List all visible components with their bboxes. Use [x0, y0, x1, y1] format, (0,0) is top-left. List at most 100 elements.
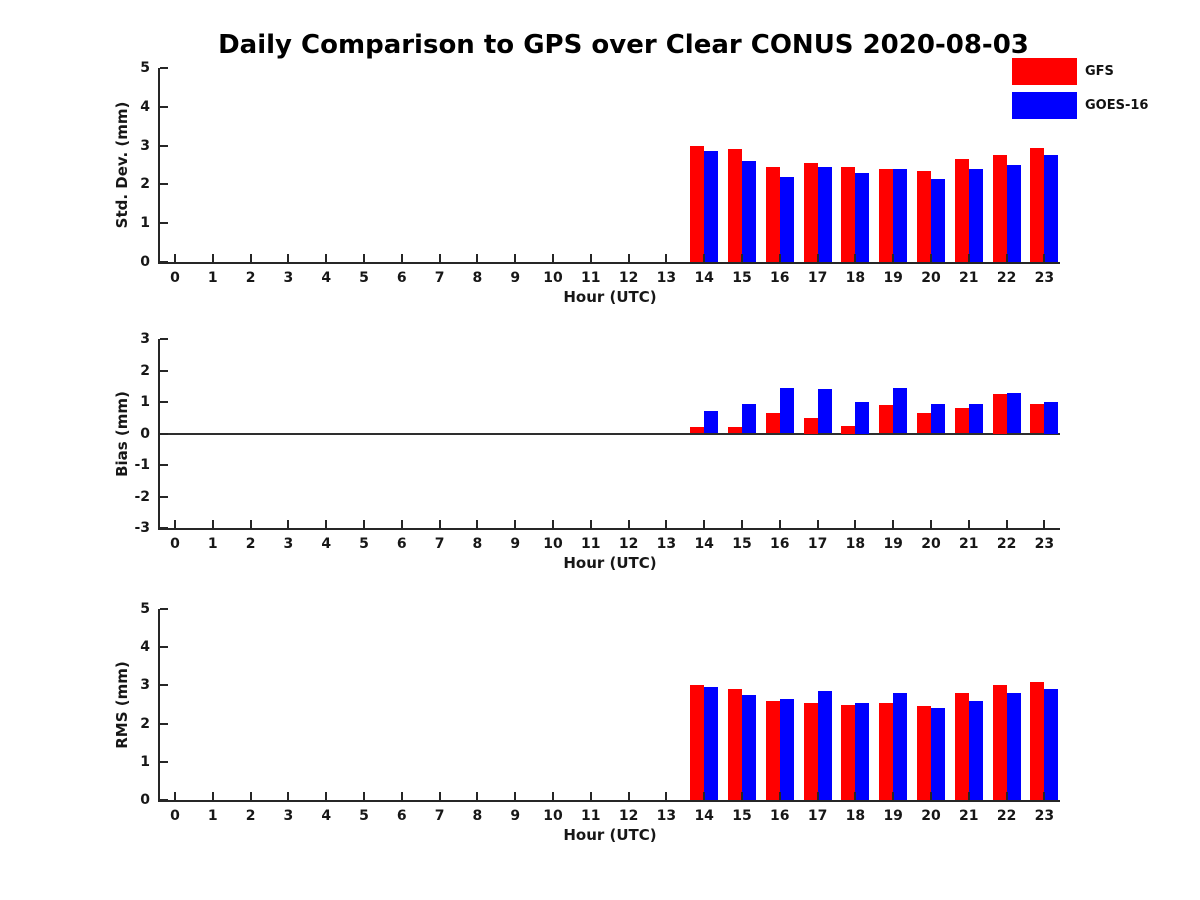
y-axis-label: Bias (mm) [113, 390, 131, 477]
bar-gfs-hour-16 [765, 413, 780, 434]
bar-gfs-hour-18 [841, 425, 856, 434]
x-tick [892, 520, 895, 528]
legend: GFS GOES-16 [1012, 58, 1148, 126]
x-tick [249, 520, 252, 528]
x-tick-label: 22 [996, 536, 1017, 552]
x-tick [627, 520, 630, 528]
bar-goes-16-hour-22 [1006, 693, 1021, 800]
y-tick [160, 261, 168, 263]
x-tick-label: 11 [581, 536, 601, 552]
y-tick-label: 3 [140, 137, 150, 154]
bar-gfs-hour-20 [917, 170, 931, 262]
y-tick [160, 144, 168, 147]
y-tick-label: 3 [140, 331, 150, 347]
y-tick-label: -1 [134, 457, 150, 473]
x-tick-label: 17 [807, 808, 828, 824]
x-tick-label: 13 [656, 808, 677, 824]
bar-gfs-hour-23 [1030, 403, 1045, 434]
x-tick-label: 13 [656, 536, 677, 552]
x-tick [930, 254, 932, 262]
x-tick-label: 4 [321, 536, 332, 552]
x-tick-label: 0 [170, 270, 180, 286]
x-tick [514, 792, 517, 800]
y-axis-spine [158, 339, 160, 530]
legend-swatch-icon [1012, 58, 1077, 85]
y-tick [160, 183, 168, 186]
x-tick [703, 792, 706, 800]
bar-gfs-hour-18 [841, 166, 856, 262]
x-tick-label: 8 [472, 808, 483, 824]
x-tick [400, 792, 403, 800]
bar-gfs-hour-23 [1030, 681, 1045, 800]
y-tick-label: 5 [140, 601, 150, 617]
bar-goes-16-hour-21 [968, 168, 983, 262]
x-tick [287, 254, 290, 262]
x-tick-label: 13 [656, 270, 677, 286]
x-tick [514, 520, 517, 528]
y-axis-spine [158, 609, 160, 802]
x-tick [249, 254, 252, 262]
y-tick [160, 432, 168, 435]
x-tick-label: 16 [770, 536, 790, 552]
bar-goes-16-hour-17 [817, 389, 832, 434]
x-tick-label: 6 [396, 808, 407, 824]
x-tick-label: 7 [434, 270, 445, 286]
bar-goes-16-hour-23 [1044, 155, 1059, 262]
y-tick [160, 760, 168, 763]
y-axis-label: Std. Dev. (mm) [113, 101, 131, 229]
y-tick [160, 722, 168, 725]
legend-item: GFS [1012, 58, 1148, 85]
x-tick [892, 254, 895, 262]
y-tick-label: 5 [140, 60, 150, 76]
x-tick-label: 3 [283, 270, 294, 286]
x-tick-label: 12 [618, 536, 639, 552]
y-tick-label: 2 [140, 715, 150, 732]
bar-goes-16-hour-16 [779, 176, 794, 262]
x-tick-label: 8 [472, 270, 483, 286]
x-tick-label: 1 [207, 536, 218, 552]
bar-goes-16-hour-20 [931, 178, 945, 262]
bar-goes-16-hour-17 [817, 166, 832, 262]
x-tick-label: 12 [618, 270, 639, 286]
bar-gfs-hour-19 [879, 702, 894, 800]
bar-gfs-hour-17 [803, 163, 818, 262]
x-tick [325, 254, 328, 262]
x-tick [703, 520, 706, 528]
x-tick-label: 12 [618, 808, 639, 824]
x-tick-label: 0 [170, 536, 180, 552]
chart-title: Daily Comparison to GPS over Clear CONUS… [218, 30, 1029, 60]
bar-gfs-hour-22 [992, 394, 1007, 434]
x-tick [363, 520, 365, 528]
x-tick [287, 520, 290, 528]
bar-goes-16-hour-18 [855, 402, 870, 434]
bar-gfs-hour-14 [690, 145, 705, 262]
x-tick-label: 16 [770, 808, 790, 824]
x-tick [476, 254, 479, 262]
x-axis-label: Hour (UTC) [563, 826, 657, 844]
x-tick [1005, 254, 1008, 262]
bar-gfs-hour-15 [728, 427, 742, 434]
x-tick [400, 520, 403, 528]
y-tick-label: 3 [140, 677, 150, 694]
y-tick [160, 646, 168, 649]
bar-gfs-hour-22 [992, 685, 1007, 800]
y-tick [160, 495, 168, 498]
x-tick-label: 1 [207, 808, 218, 824]
x-tick-label: 23 [1034, 536, 1055, 552]
x-tick-label: 14 [694, 808, 714, 824]
x-tick-label: 19 [883, 536, 903, 552]
x-tick-label: 19 [883, 270, 903, 286]
x-tick [552, 254, 554, 262]
x-tick-label: 9 [510, 270, 521, 286]
x-tick-label: 6 [396, 270, 407, 286]
x-tick [665, 792, 668, 800]
y-tick [160, 369, 168, 372]
x-tick-label: 20 [921, 536, 941, 552]
x-tick [174, 520, 176, 528]
y-tick-label: 4 [140, 98, 150, 115]
bar-gfs-hour-20 [917, 413, 931, 434]
y-tick [160, 338, 168, 340]
x-tick-label: 5 [359, 536, 369, 552]
bar-goes-16-hour-18 [855, 702, 870, 800]
bar-gfs-hour-14 [690, 685, 705, 800]
